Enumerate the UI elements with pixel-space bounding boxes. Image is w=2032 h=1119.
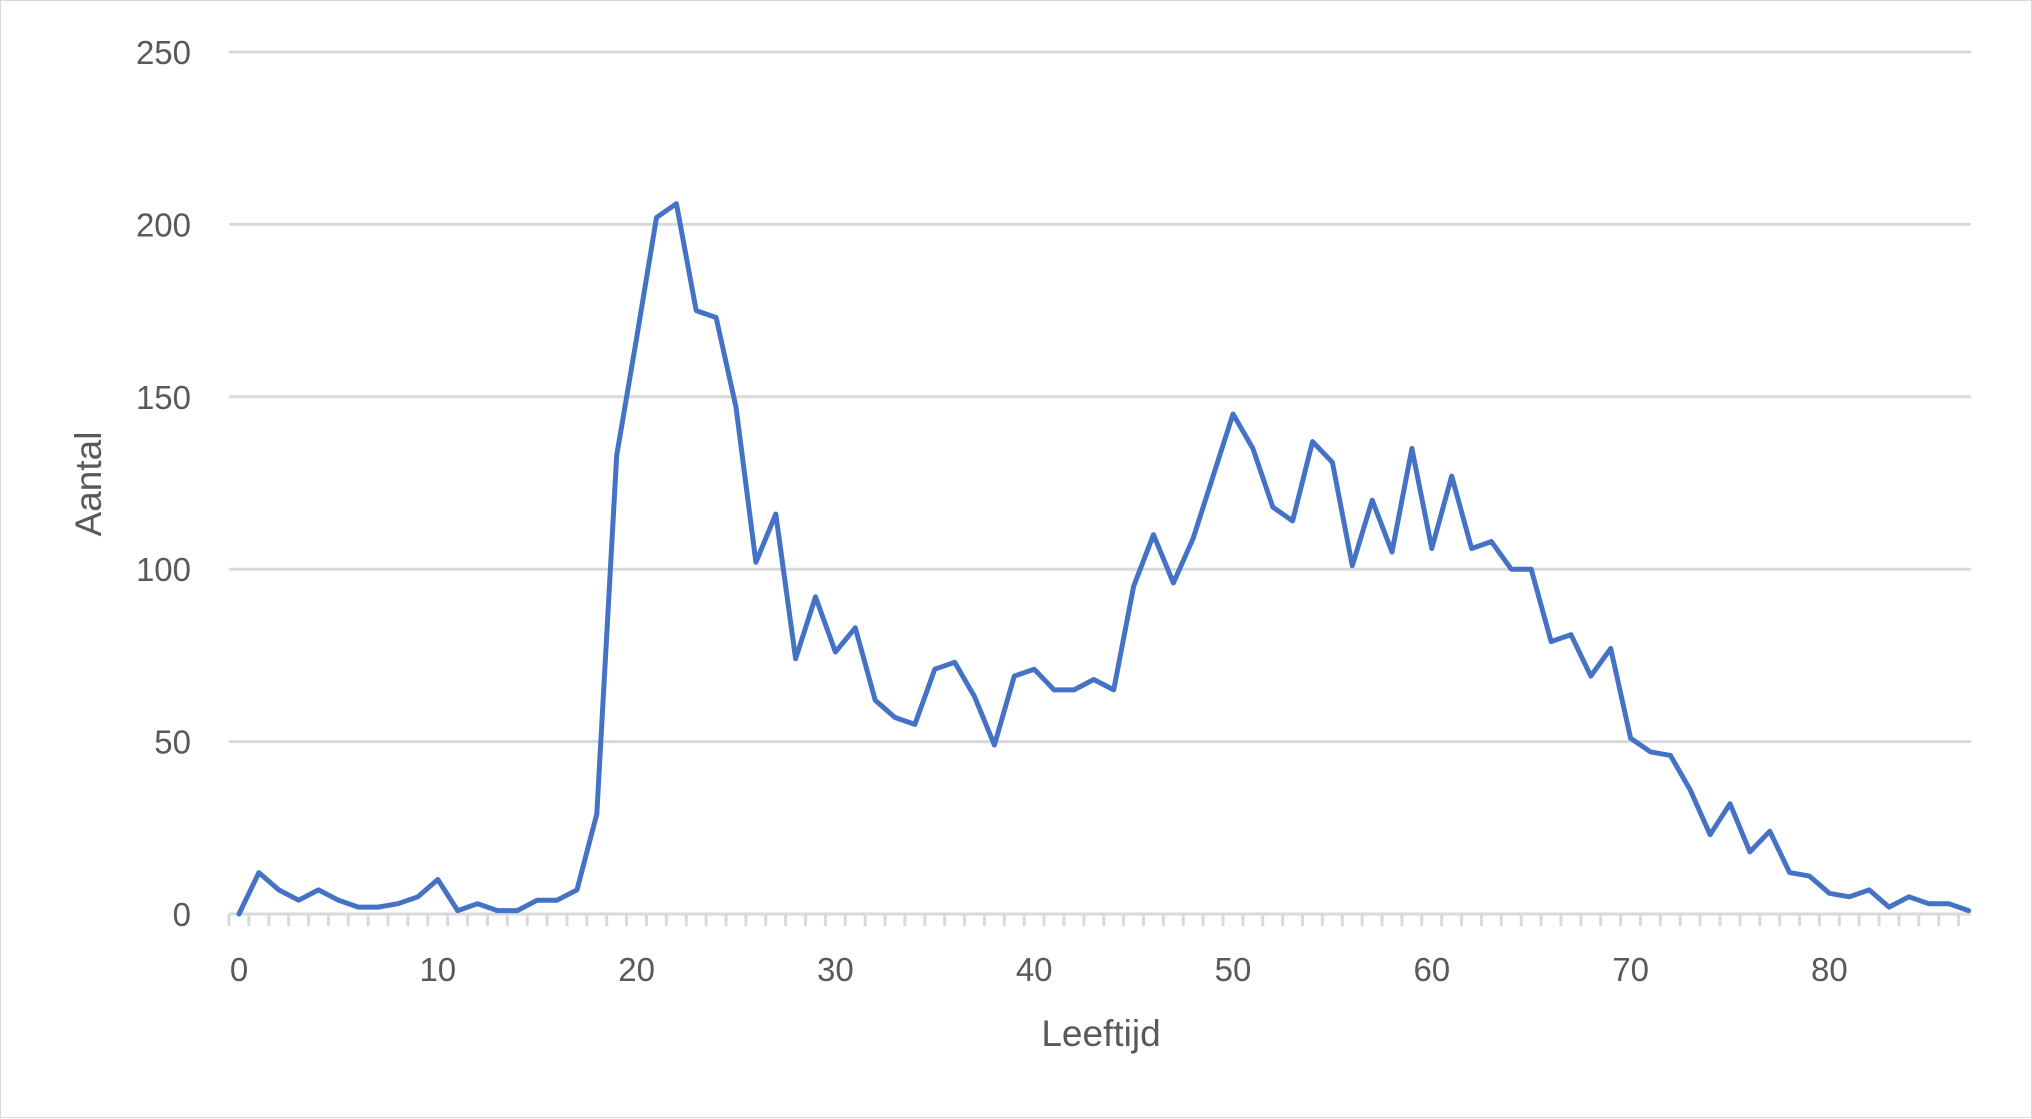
x-tick-label: 50 <box>1215 951 1252 988</box>
gridlines <box>229 50 1971 744</box>
y-tick-label: 0 <box>173 896 191 933</box>
x-tick-label: 30 <box>817 951 854 988</box>
y-axis-tick-labels: 0 50 100 150 200 250 <box>136 34 191 933</box>
x-tick-label: 80 <box>1811 951 1848 988</box>
y-axis-title: Aantal <box>68 432 109 537</box>
data-series-line <box>236 201 1972 917</box>
x-tick-label: 10 <box>419 951 456 988</box>
x-tick-label: 60 <box>1413 951 1450 988</box>
y-tick-label: 50 <box>154 724 191 761</box>
y-tick-label: 250 <box>136 34 191 71</box>
x-tick-label: 0 <box>230 951 248 988</box>
x-tick-label: 70 <box>1612 951 1649 988</box>
x-axis-title: Leeftijd <box>1041 1013 1160 1054</box>
x-axis-tick-labels: 0 10 20 30 40 50 60 70 80 <box>230 951 1848 988</box>
y-tick-label: 200 <box>136 206 191 243</box>
x-tick-label: 20 <box>618 951 655 988</box>
y-tick-label: 150 <box>136 379 191 416</box>
x-axis <box>227 912 1971 926</box>
x-tick-label: 40 <box>1016 951 1053 988</box>
y-tick-label: 100 <box>136 551 191 588</box>
